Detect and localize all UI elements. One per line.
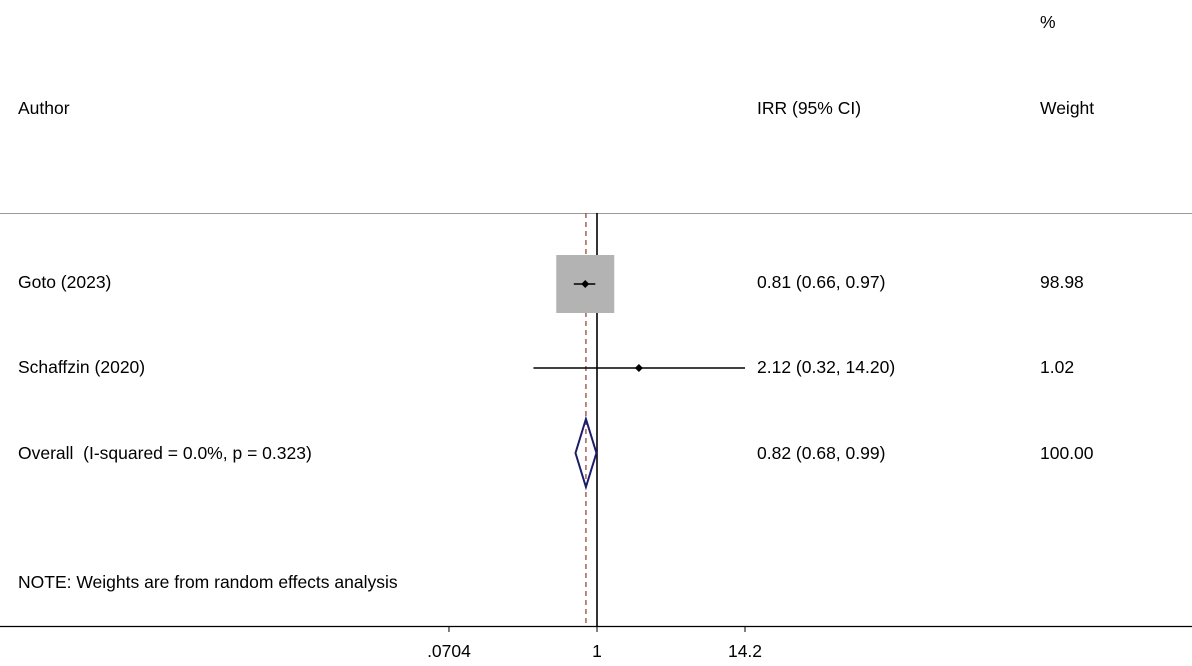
study-point-estimate — [581, 280, 590, 288]
x-tick-label: 14.2 — [727, 641, 763, 661]
footnote: NOTE: Weights are from random effects an… — [18, 572, 398, 592]
weight-column-header: Weight — [1040, 98, 1095, 118]
study-ci-label: 2.12 (0.32, 14.20) — [757, 357, 896, 377]
study-point-estimate — [634, 364, 643, 372]
overall-diamond — [574, 415, 598, 491]
overall-weight-label: 100.00 — [1040, 443, 1094, 463]
study-ci-label: 0.81 (0.66, 0.97) — [757, 272, 886, 292]
x-tick-label: .0704 — [427, 641, 471, 661]
study-weight-label: 1.02 — [1040, 357, 1075, 377]
weight-percent-header: % — [1040, 12, 1056, 32]
study-author-label: Schaffzin (2020) — [18, 357, 146, 377]
study-weight-label: 98.98 — [1040, 272, 1084, 292]
author-column-header: Author — [18, 98, 70, 118]
study-author-label: Goto (2023) — [18, 272, 112, 292]
overall-ci-label: 0.82 (0.68, 0.99) — [757, 443, 886, 463]
x-tick-label: 1 — [592, 641, 602, 661]
irr-column-header: IRR (95% CI) — [757, 98, 862, 118]
overall-label: Overall (I-squared = 0.0%, p = 0.323) — [18, 443, 312, 463]
